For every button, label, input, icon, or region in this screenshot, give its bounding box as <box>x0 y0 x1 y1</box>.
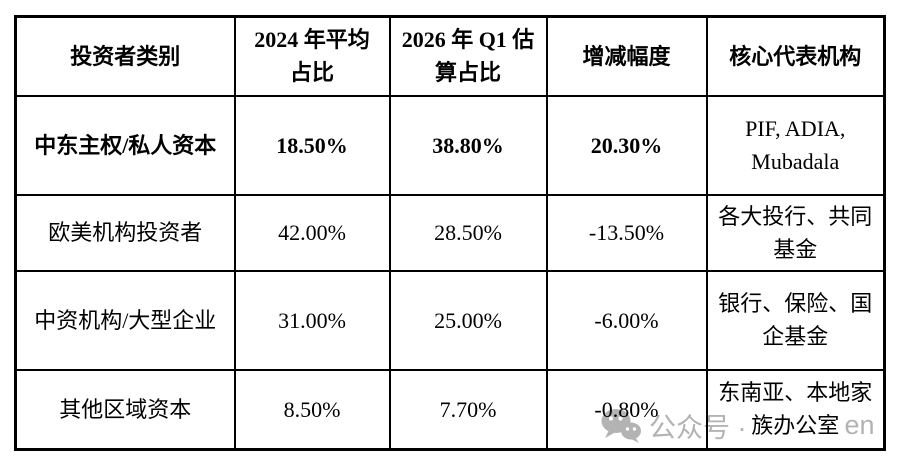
table-row-middle-east: 中东主权/私人资本 18.50% 38.80% 20.30% PIF, ADIA… <box>14 94 886 196</box>
cell-category: 其他区域资本 <box>14 368 236 451</box>
header-row: 投资者类别 2024 年平均 占比 2026 年 Q1 估 算占比 增减幅度 核… <box>14 15 886 97</box>
cell-2026-share: 28.50% <box>388 193 548 272</box>
header-core-representative-institutions: 核心代表机构 <box>705 15 886 97</box>
cell-institutions: 各大投行、共同 基金 <box>705 193 886 272</box>
header-change-magnitude: 增减幅度 <box>545 15 708 97</box>
investor-share-table: 投资者类别 2024 年平均 占比 2026 年 Q1 估 算占比 增减幅度 核… <box>14 15 886 451</box>
cell-category: 欧美机构投资者 <box>14 193 236 272</box>
cell-2026-share: 7.70% <box>388 368 548 451</box>
cell-2024-share: 18.50% <box>233 94 391 196</box>
header-investor-category: 投资者类别 <box>14 15 236 97</box>
cell-2024-share: 8.50% <box>233 368 391 451</box>
table-row-other-regions: 其他区域资本 8.50% 7.70% -0.80% 东南亚、本地家 族办公室 <box>14 368 886 451</box>
cell-2024-share: 42.00% <box>233 193 391 272</box>
header-2024-average-share: 2024 年平均 占比 <box>233 15 391 97</box>
cell-2026-share: 38.80% <box>388 94 548 196</box>
table-row-western-institutions: 欧美机构投资者 42.00% 28.50% -13.50% 各大投行、共同 基金 <box>14 193 886 272</box>
cell-change: -0.80% <box>545 368 708 451</box>
cell-change: 20.30% <box>545 94 708 196</box>
cell-category: 中资机构/大型企业 <box>14 269 236 371</box>
cell-2024-share: 31.00% <box>233 269 391 371</box>
cell-category: 中东主权/私人资本 <box>14 94 236 196</box>
cell-2026-share: 25.00% <box>388 269 548 371</box>
cell-institutions: 东南亚、本地家 族办公室 <box>705 368 886 451</box>
cell-institutions: 银行、保险、国 企基金 <box>705 269 886 371</box>
cell-change: -13.50% <box>545 193 708 272</box>
cell-institutions: PIF, ADIA, Mubadala <box>705 94 886 196</box>
header-2026-q1-estimated-share: 2026 年 Q1 估 算占比 <box>388 15 548 97</box>
table-row-chinese-institutions: 中资机构/大型企业 31.00% 25.00% -6.00% 银行、保险、国 企… <box>14 269 886 371</box>
cell-change: -6.00% <box>545 269 708 371</box>
